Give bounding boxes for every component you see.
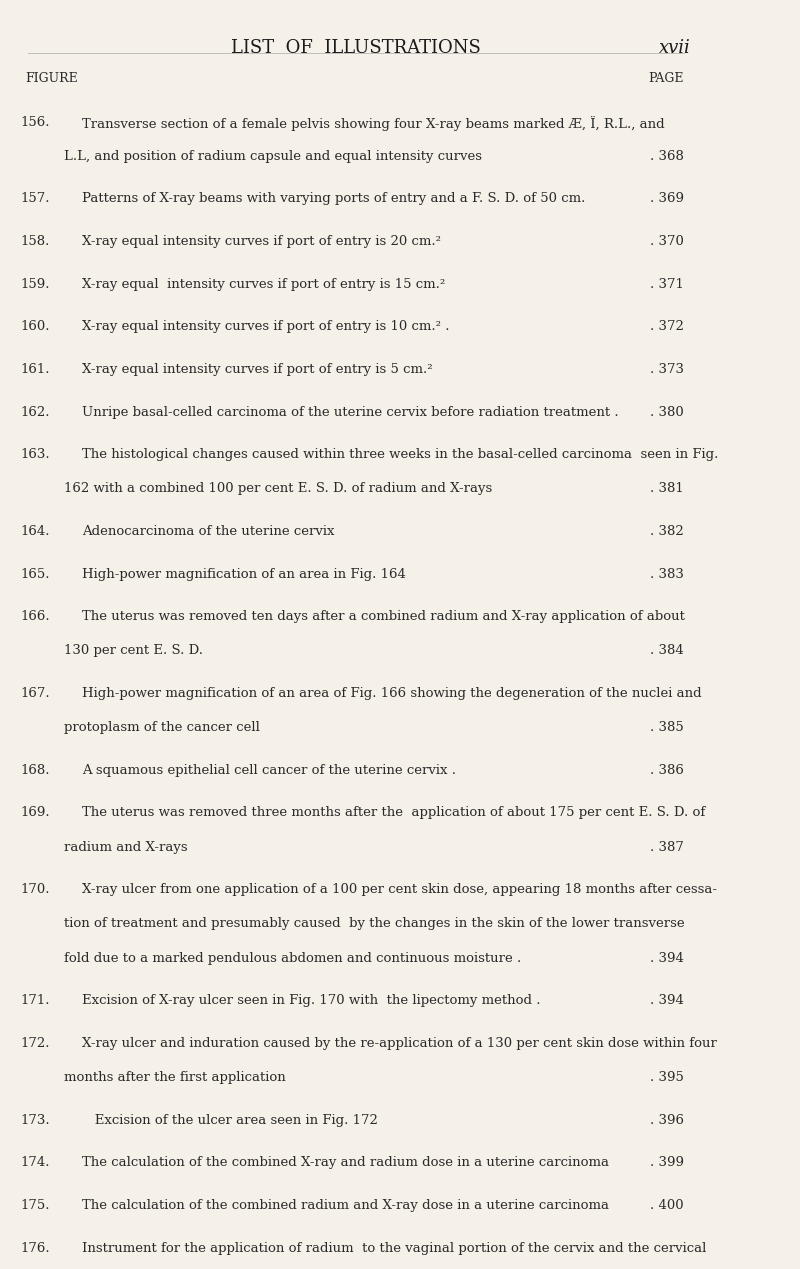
Text: protoplasm of the cancer cell: protoplasm of the cancer cell bbox=[64, 721, 260, 735]
Text: The uterus was removed ten days after a combined radium and X-ray application of: The uterus was removed ten days after a … bbox=[82, 610, 685, 623]
Text: 173.: 173. bbox=[20, 1114, 50, 1127]
Text: A squamous epithelial cell cancer of the uterine cervix .: A squamous epithelial cell cancer of the… bbox=[82, 764, 456, 777]
Text: 170.: 170. bbox=[20, 883, 50, 896]
Text: . 373: . 373 bbox=[650, 363, 684, 376]
Text: High-power magnification of an area in Fig. 164: High-power magnification of an area in F… bbox=[82, 567, 406, 581]
Text: 166.: 166. bbox=[20, 610, 50, 623]
Text: X-ray equal intensity curves if port of entry is 20 cm.²: X-ray equal intensity curves if port of … bbox=[82, 235, 441, 247]
Text: tion of treatment and presumably caused  by the changes in the skin of the lower: tion of treatment and presumably caused … bbox=[64, 917, 685, 930]
Text: fold due to a marked pendulous abdomen and continuous moisture .: fold due to a marked pendulous abdomen a… bbox=[64, 952, 522, 964]
Text: High-power magnification of an area of Fig. 166 showing the degeneration of the : High-power magnification of an area of F… bbox=[82, 687, 702, 700]
Text: . 383: . 383 bbox=[650, 567, 684, 581]
Text: . 381: . 381 bbox=[650, 482, 684, 495]
Text: . 380: . 380 bbox=[650, 406, 684, 419]
Text: . 372: . 372 bbox=[650, 320, 684, 334]
Text: X-ray equal intensity curves if port of entry is 10 cm.² .: X-ray equal intensity curves if port of … bbox=[82, 320, 450, 334]
Text: 159.: 159. bbox=[20, 278, 50, 291]
Text: . 370: . 370 bbox=[650, 235, 684, 247]
Text: . 387: . 387 bbox=[650, 840, 684, 854]
Text: . 382: . 382 bbox=[650, 525, 684, 538]
Text: 174.: 174. bbox=[20, 1156, 50, 1169]
Text: 169.: 169. bbox=[20, 807, 50, 820]
Text: . 384: . 384 bbox=[650, 645, 684, 657]
Text: Unripe basal-celled carcinoma of the uterine cervix before radiation treatment .: Unripe basal-celled carcinoma of the ute… bbox=[82, 406, 618, 419]
Text: . 396: . 396 bbox=[650, 1114, 684, 1127]
Text: L.L, and position of radium capsule and equal intensity curves: L.L, and position of radium capsule and … bbox=[64, 150, 482, 162]
Text: X-ray ulcer from one application of a 100 per cent skin dose, appearing 18 month: X-ray ulcer from one application of a 10… bbox=[82, 883, 717, 896]
Text: The uterus was removed three months after the  application of about 175 per cent: The uterus was removed three months afte… bbox=[82, 807, 705, 820]
Text: . 394: . 394 bbox=[650, 952, 684, 964]
Text: 176.: 176. bbox=[20, 1241, 50, 1255]
Text: X-ray equal intensity curves if port of entry is 5 cm.²: X-ray equal intensity curves if port of … bbox=[82, 363, 433, 376]
Text: LIST  OF  ILLUSTRATIONS: LIST OF ILLUSTRATIONS bbox=[231, 38, 481, 57]
Text: 175.: 175. bbox=[20, 1199, 50, 1212]
Text: 164.: 164. bbox=[20, 525, 50, 538]
Text: months after the first application: months after the first application bbox=[64, 1071, 286, 1084]
Text: 163.: 163. bbox=[20, 448, 50, 461]
Text: 157.: 157. bbox=[20, 193, 50, 206]
Text: 165.: 165. bbox=[20, 567, 50, 581]
Text: FIGURE: FIGURE bbox=[25, 71, 78, 85]
Text: 160.: 160. bbox=[20, 320, 50, 334]
Text: Excision of the ulcer area seen in Fig. 172: Excision of the ulcer area seen in Fig. … bbox=[82, 1114, 378, 1127]
Text: 171.: 171. bbox=[20, 994, 50, 1008]
Text: The histological changes caused within three weeks in the basal-celled carcinoma: The histological changes caused within t… bbox=[82, 448, 718, 461]
Text: xvii: xvii bbox=[659, 38, 691, 57]
Text: 156.: 156. bbox=[20, 115, 50, 128]
Text: . 399: . 399 bbox=[650, 1156, 684, 1169]
Text: Instrument for the application of radium  to the vaginal portion of the cervix a: Instrument for the application of radium… bbox=[82, 1241, 706, 1255]
Text: X-ray ulcer and induration caused by the re-application of a 130 per cent skin d: X-ray ulcer and induration caused by the… bbox=[82, 1037, 717, 1049]
Text: Adenocarcinoma of the uterine cervix: Adenocarcinoma of the uterine cervix bbox=[82, 525, 334, 538]
Text: 158.: 158. bbox=[21, 235, 50, 247]
Text: 172.: 172. bbox=[20, 1037, 50, 1049]
Text: 168.: 168. bbox=[20, 764, 50, 777]
Text: . 395: . 395 bbox=[650, 1071, 684, 1084]
Text: PAGE: PAGE bbox=[648, 71, 684, 85]
Text: 130 per cent E. S. D.: 130 per cent E. S. D. bbox=[64, 645, 203, 657]
Text: radium and X-rays: radium and X-rays bbox=[64, 840, 188, 854]
Text: . 369: . 369 bbox=[650, 193, 684, 206]
Text: . 394: . 394 bbox=[650, 994, 684, 1008]
Text: Transverse section of a female pelvis showing four X-ray beams marked Æ, Ï, R.L.: Transverse section of a female pelvis sh… bbox=[82, 115, 665, 131]
Text: The calculation of the combined X-ray and radium dose in a uterine carcinoma: The calculation of the combined X-ray an… bbox=[82, 1156, 609, 1169]
Text: X-ray equal  intensity curves if port of entry is 15 cm.²: X-ray equal intensity curves if port of … bbox=[82, 278, 445, 291]
Text: . 368: . 368 bbox=[650, 150, 684, 162]
Text: 162.: 162. bbox=[20, 406, 50, 419]
Text: 162 with a combined 100 per cent E. S. D. of radium and X-rays: 162 with a combined 100 per cent E. S. D… bbox=[64, 482, 492, 495]
Text: Patterns of X-ray beams with varying ports of entry and a F. S. D. of 50 cm.: Patterns of X-ray beams with varying por… bbox=[82, 193, 586, 206]
Text: 161.: 161. bbox=[20, 363, 50, 376]
Text: Excision of X-ray ulcer seen in Fig. 170 with  the lipectomy method .: Excision of X-ray ulcer seen in Fig. 170… bbox=[82, 994, 541, 1008]
Text: 167.: 167. bbox=[20, 687, 50, 700]
Text: . 371: . 371 bbox=[650, 278, 684, 291]
Text: . 386: . 386 bbox=[650, 764, 684, 777]
Text: . 385: . 385 bbox=[650, 721, 684, 735]
Text: The calculation of the combined radium and X-ray dose in a uterine carcinoma: The calculation of the combined radium a… bbox=[82, 1199, 609, 1212]
Text: . 400: . 400 bbox=[650, 1199, 684, 1212]
